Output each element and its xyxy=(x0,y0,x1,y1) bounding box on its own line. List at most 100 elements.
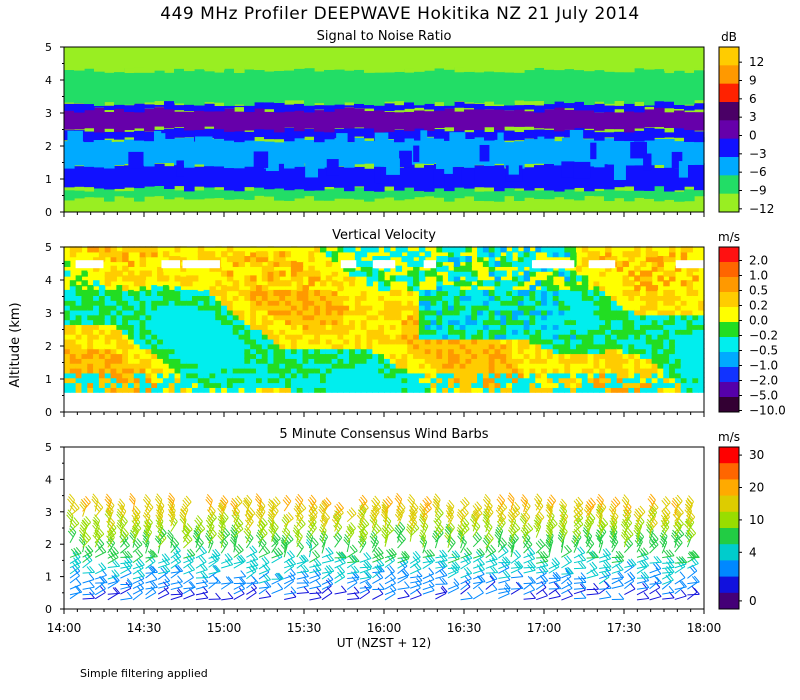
velocity-cell xyxy=(238,372,245,379)
velocity-cell xyxy=(640,318,647,326)
velocity-cell xyxy=(488,304,496,311)
snr-cell xyxy=(294,127,305,139)
velocity-cell xyxy=(395,352,403,359)
velocity-cell xyxy=(244,386,251,393)
velocity-cell xyxy=(331,265,339,272)
velocity-cell xyxy=(261,323,269,330)
velocity-cell xyxy=(628,309,635,316)
velocity-cell xyxy=(418,309,426,316)
snr-cell xyxy=(674,110,685,129)
velocity-cell xyxy=(232,352,240,359)
snr-cell xyxy=(254,101,265,109)
snr-cell xyxy=(324,197,335,210)
velocity-cell xyxy=(488,280,496,287)
snr-cell xyxy=(694,70,705,101)
velocity-cell xyxy=(686,246,693,253)
velocity-cell xyxy=(331,381,339,388)
velocity-cell xyxy=(157,280,164,287)
snr-cell xyxy=(584,100,595,111)
snr-cell xyxy=(336,133,348,150)
velocity-cell xyxy=(517,377,525,384)
velocity-cell xyxy=(512,328,519,335)
velocity-cell xyxy=(686,280,693,287)
wind-barb-flag xyxy=(92,493,99,501)
velocity-cell xyxy=(209,333,216,340)
wind-barb-flag xyxy=(244,499,250,507)
velocity-cell xyxy=(500,357,507,364)
velocity-cell xyxy=(552,362,560,369)
velocity-cell xyxy=(506,256,513,263)
velocity-cell xyxy=(645,280,653,287)
wind-barb xyxy=(220,525,226,538)
wind-barb xyxy=(334,526,343,537)
snr-cell xyxy=(244,47,255,68)
velocity-cell xyxy=(418,333,426,340)
velocity-cell xyxy=(442,381,449,388)
wind-barb xyxy=(82,597,95,600)
velocity-cell xyxy=(320,294,327,301)
velocity-cell xyxy=(354,285,362,292)
wind-barb xyxy=(397,510,405,522)
velocity-cell xyxy=(226,289,234,296)
wind-barb xyxy=(271,588,283,595)
wind-barb-flag xyxy=(195,525,202,532)
velocity-cell xyxy=(378,314,385,321)
velocity-cell xyxy=(168,318,176,326)
velocity-cell xyxy=(87,328,94,335)
wind-barb-flag xyxy=(116,513,123,521)
wind-barb-flag xyxy=(68,496,74,503)
wind-barb-flag xyxy=(353,555,360,562)
wind-barb xyxy=(422,515,428,528)
snr-cell xyxy=(594,67,605,102)
velocity-cell xyxy=(436,362,443,369)
velocity-cell xyxy=(506,328,513,335)
velocity-cell xyxy=(64,299,71,306)
velocity-cell xyxy=(599,323,606,330)
velocity-cell xyxy=(267,377,275,384)
wind-barb xyxy=(107,542,116,554)
velocity-cell xyxy=(389,289,397,296)
velocity-cell xyxy=(436,260,443,267)
wind-barb-flag xyxy=(412,552,419,559)
velocity-cell xyxy=(215,357,222,364)
velocity-cell xyxy=(401,381,408,388)
snr-cell xyxy=(194,197,205,212)
velocity-cell xyxy=(232,323,240,330)
wind-barb xyxy=(284,596,297,600)
snr-cell xyxy=(294,137,305,167)
velocity-cell xyxy=(698,357,705,364)
wind-barb-flag xyxy=(151,573,158,580)
snr-cell xyxy=(434,68,445,103)
velocity-cell xyxy=(384,338,391,345)
wind-barb-flag xyxy=(389,565,395,572)
wind-barb-flag xyxy=(218,504,225,512)
wind-barb xyxy=(347,592,360,595)
wind-barb xyxy=(384,520,392,532)
velocity-cell xyxy=(69,304,77,311)
velocity-cell xyxy=(174,309,181,316)
velocity-cell xyxy=(279,343,286,350)
velocity-cell xyxy=(157,386,164,393)
wind-barb-flag xyxy=(75,546,82,554)
velocity-cell xyxy=(192,318,199,326)
velocity-cell xyxy=(151,299,158,306)
velocity-cell xyxy=(360,372,368,379)
wind-barb-flag xyxy=(379,583,385,590)
snr-cell xyxy=(254,106,265,130)
snr-cell xyxy=(94,187,105,198)
velocity-cell xyxy=(384,256,391,263)
wind-barb-flag xyxy=(73,547,80,555)
velocity-cell xyxy=(110,318,117,326)
velocity-cell xyxy=(610,343,618,350)
velocity-cell xyxy=(453,347,461,355)
velocity-cell xyxy=(250,299,257,306)
wind-barb-flag xyxy=(111,570,118,577)
snr-cell xyxy=(254,127,265,138)
velocity-cell xyxy=(221,314,228,321)
wind-barb-flag xyxy=(381,527,388,535)
snr-cell xyxy=(604,197,615,212)
wind-barb-flag xyxy=(237,555,244,562)
velocity-cell xyxy=(360,338,368,345)
snr-cell xyxy=(274,70,285,103)
wind-barb-flag xyxy=(154,498,161,505)
